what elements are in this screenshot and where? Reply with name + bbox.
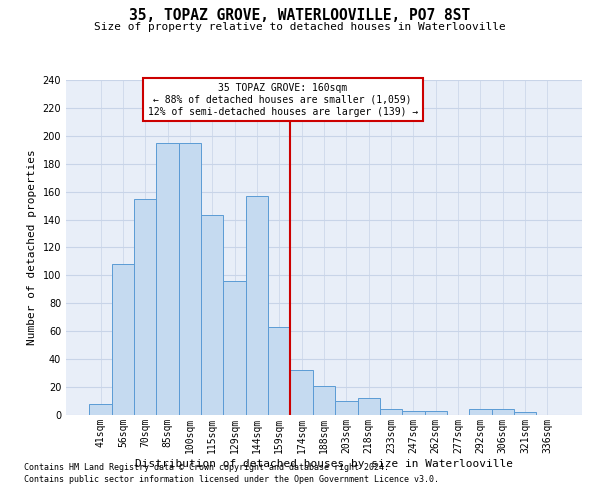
Text: Contains HM Land Registry data © Crown copyright and database right 2024.: Contains HM Land Registry data © Crown c… (24, 464, 389, 472)
Y-axis label: Number of detached properties: Number of detached properties (27, 150, 37, 346)
Bar (112, 264, 134, 415)
Bar (246, 196, 268, 415)
X-axis label: Distribution of detached houses by size in Waterlooville: Distribution of detached houses by size … (135, 458, 513, 468)
Bar (290, 370, 313, 415)
Bar (268, 327, 290, 415)
Bar (491, 410, 514, 415)
Bar (134, 198, 157, 415)
Bar (425, 411, 447, 415)
Text: Size of property relative to detached houses in Waterlooville: Size of property relative to detached ho… (94, 22, 506, 32)
Bar (358, 398, 380, 415)
Bar (157, 143, 179, 415)
Bar (514, 412, 536, 415)
Bar (402, 411, 425, 415)
Bar (201, 216, 223, 415)
Bar (313, 386, 335, 415)
Bar (469, 410, 491, 415)
Bar (335, 401, 358, 415)
Bar (89, 404, 112, 415)
Text: Contains public sector information licensed under the Open Government Licence v3: Contains public sector information licen… (24, 475, 439, 484)
Bar (223, 281, 246, 415)
Bar (179, 143, 201, 415)
Text: 35 TOPAZ GROVE: 160sqm
← 88% of detached houses are smaller (1,059)
12% of semi-: 35 TOPAZ GROVE: 160sqm ← 88% of detached… (148, 84, 418, 116)
Text: 35, TOPAZ GROVE, WATERLOOVILLE, PO7 8ST: 35, TOPAZ GROVE, WATERLOOVILLE, PO7 8ST (130, 8, 470, 22)
Bar (380, 410, 402, 415)
